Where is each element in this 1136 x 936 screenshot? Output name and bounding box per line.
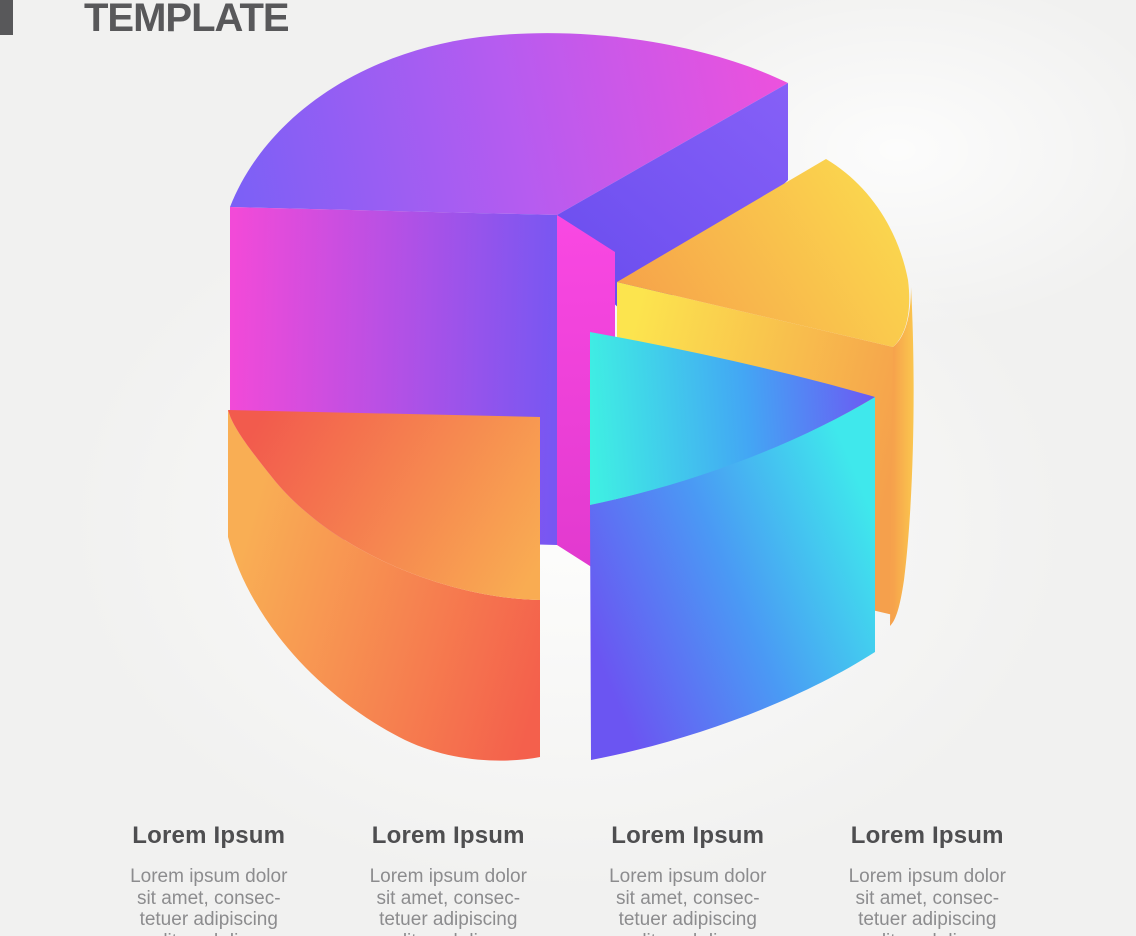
column-2: Lorem Ipsum Lorem ipsum dolor sit amet, …	[329, 813, 569, 936]
pie-orange-front-rim	[228, 410, 540, 761]
column-1-heading: Lorem Ipsum	[132, 822, 286, 849]
description-columns: Lorem Ipsum Lorem ipsum dolor sit amet, …	[89, 813, 1047, 936]
column-2-body: Lorem ipsum dolor sit amet, consec- tetu…	[369, 866, 527, 936]
column-3: Lorem Ipsum Lorem ipsum dolor sit amet, …	[568, 813, 808, 936]
column-1: Lorem Ipsum Lorem ipsum dolor sit amet, …	[89, 813, 329, 936]
pie-yellow-outer-rim	[890, 287, 914, 626]
column-4-body: Lorem ipsum dolor sit amet, consec- tetu…	[848, 866, 1006, 936]
column-1-body: Lorem ipsum dolor sit amet, consec- tetu…	[130, 866, 288, 936]
pie-yellow-top-face	[617, 159, 910, 347]
column-4-heading: Lorem Ipsum	[850, 822, 1004, 849]
column-4: Lorem Ipsum Lorem ipsum dolor sit amet, …	[808, 813, 1048, 936]
title-accent-bar	[0, 0, 13, 35]
pie-purple-top-face	[230, 33, 788, 215]
pie-cyan-front-rim	[590, 397, 875, 760]
page-title: TEMPLATE	[84, 0, 290, 40]
pie-orange-top-face	[228, 410, 540, 600]
column-3-body: Lorem ipsum dolor sit amet, consec- tetu…	[609, 866, 767, 936]
column-3-heading: Lorem Ipsum	[611, 822, 765, 849]
column-2-heading: Lorem Ipsum	[371, 822, 525, 849]
pie-cyan-top-face	[590, 332, 875, 505]
